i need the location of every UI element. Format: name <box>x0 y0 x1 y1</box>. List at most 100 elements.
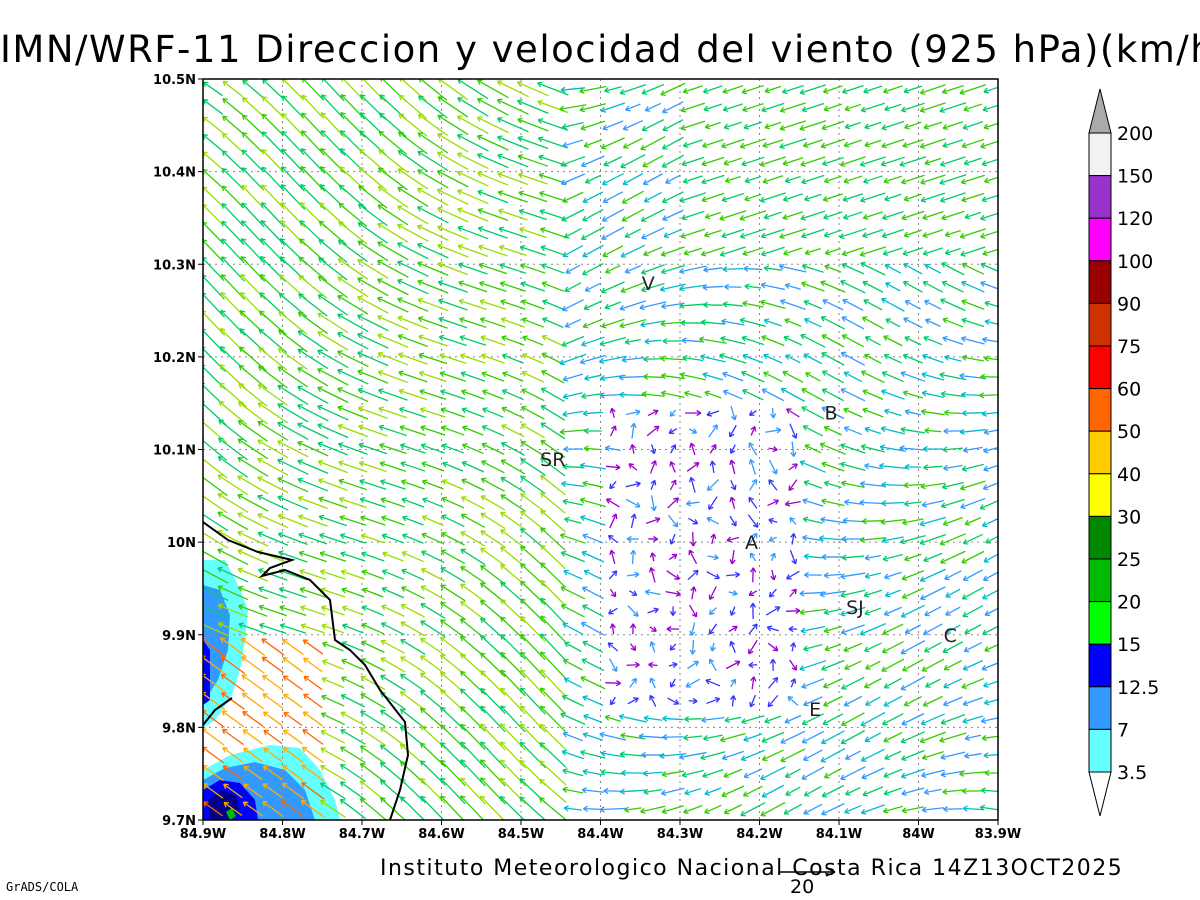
wind-vector <box>562 245 584 258</box>
wind-vector <box>477 171 509 186</box>
wind-vector <box>397 149 429 172</box>
wind-vector <box>959 228 986 239</box>
wind-vector <box>583 139 603 148</box>
wind-vector <box>901 210 925 221</box>
wind-vector <box>476 116 509 134</box>
wind-vector <box>620 154 646 169</box>
wind-vector <box>584 174 601 184</box>
wind-vector <box>983 176 998 184</box>
wind-vector <box>222 115 244 135</box>
wind-vector <box>883 175 903 184</box>
wind-vector <box>843 211 863 220</box>
wind-vector <box>660 264 685 275</box>
wind-vector <box>203 274 225 300</box>
wind-vector <box>903 193 922 202</box>
wind-vector <box>318 257 348 281</box>
wind-vector <box>643 191 662 203</box>
wind-vector <box>602 120 624 131</box>
wind-vector <box>939 156 966 167</box>
wind-vector <box>681 210 705 221</box>
wind-vector <box>942 139 964 149</box>
wind-vector <box>241 132 265 154</box>
wind-vector <box>397 223 429 242</box>
wind-vector <box>498 208 528 221</box>
wind-vector <box>221 150 244 172</box>
wind-vector <box>357 240 389 262</box>
wind-vector <box>301 112 325 138</box>
wind-vector <box>221 203 245 227</box>
wind-vector <box>821 120 845 131</box>
wind-vector <box>801 228 825 239</box>
wind-vector <box>622 173 644 186</box>
wind-vector <box>980 140 998 149</box>
wind-vector <box>417 187 449 207</box>
wind-vector <box>417 261 449 277</box>
wind-vector <box>839 228 867 240</box>
wind-vector <box>222 80 244 98</box>
wind-vector <box>357 222 389 244</box>
wind-vector <box>863 85 883 94</box>
wind-vector <box>704 229 722 238</box>
wind-vector <box>417 113 448 137</box>
wind-vector <box>939 192 966 203</box>
wind-vector <box>939 102 967 114</box>
wind-vector <box>721 192 745 203</box>
wind-vector <box>580 120 606 131</box>
wind-vector <box>319 202 347 228</box>
wind-vector <box>241 184 265 210</box>
wind-vector <box>261 131 285 155</box>
wind-vector <box>779 138 807 150</box>
wind-vector <box>478 262 508 275</box>
wind-vector <box>560 173 586 186</box>
wind-vector <box>621 208 645 222</box>
wind-vector <box>561 208 585 222</box>
wind-vector <box>739 228 766 239</box>
wind-vector <box>723 121 742 130</box>
wind-vector <box>682 175 703 184</box>
wind-vector <box>841 84 864 95</box>
wind-vector <box>703 103 723 112</box>
wind-vector <box>517 135 549 150</box>
wind-vector <box>516 80 549 97</box>
wind-vector <box>416 206 449 224</box>
wind-vector <box>397 260 429 277</box>
wind-vector <box>860 192 886 203</box>
wind-vector <box>661 154 685 168</box>
wind-vector <box>961 138 985 149</box>
wind-vector <box>582 208 604 222</box>
wind-vector <box>436 170 469 188</box>
wind-vector <box>822 193 843 202</box>
wind-vector <box>622 137 643 149</box>
wind-vector <box>456 133 489 152</box>
wind-vector <box>744 175 762 184</box>
wind-vector <box>377 167 408 191</box>
wind-vector <box>704 211 721 220</box>
wind-vector <box>663 228 683 239</box>
wind-vector <box>457 244 489 257</box>
wind-vector <box>744 193 762 202</box>
wind-vector <box>222 98 244 116</box>
wind-vector <box>783 247 803 256</box>
wind-vector <box>960 246 986 257</box>
wind-vector <box>741 156 765 167</box>
wind-vector <box>759 156 786 167</box>
wind-vector <box>741 84 764 95</box>
wind-vector <box>982 104 998 112</box>
wind-vector <box>416 224 449 241</box>
wind-vector <box>261 166 285 192</box>
wind-vector <box>764 121 782 130</box>
wind-vector <box>497 135 529 150</box>
wind-vector <box>624 265 642 274</box>
wind-vector <box>739 210 767 221</box>
wind-vector <box>320 94 345 120</box>
wind-vector <box>784 175 801 184</box>
wind-vector <box>922 247 943 256</box>
wind-vector <box>418 95 448 119</box>
wind-vector <box>579 85 607 94</box>
wind-vector <box>722 266 744 273</box>
map-title: IMN/WRF-11 Direccion y velocidad del vie… <box>0 28 1200 71</box>
wind-vector <box>457 189 489 205</box>
wind-vector <box>476 134 509 151</box>
wind-vector <box>222 132 244 153</box>
